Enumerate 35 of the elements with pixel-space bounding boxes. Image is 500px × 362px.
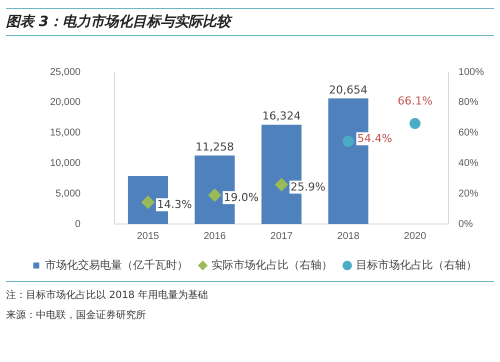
x-tick-label: 2016 — [204, 230, 226, 242]
y2-tick-label: 20% — [458, 188, 479, 200]
data-label: 19.0% — [224, 190, 259, 204]
y2-tick-label: 40% — [458, 158, 479, 169]
text: 注：目标市场化占比以 2018 年用电量为基础 — [6, 288, 209, 302]
y-tick-label: 15,000 — [50, 128, 82, 139]
y2-tick-label: 80% — [458, 97, 479, 108]
data-label: 16,324 — [262, 110, 301, 123]
x-tick-label: 2017 — [270, 230, 294, 242]
y-tick-label: 0 — [75, 218, 82, 230]
point — [275, 178, 288, 192]
legend-label: 目标市场化占比（右轴） — [356, 258, 477, 272]
y-tick-label: 20,000 — [50, 97, 82, 108]
y2-tick-label: 60% — [458, 128, 479, 139]
data-label: 11,258 — [195, 140, 234, 154]
legend-label: 市场化交易电量（亿千瓦时） — [44, 258, 188, 272]
x-tick-label: 2020 — [404, 230, 427, 242]
x-tick-label: 2015 — [136, 230, 160, 242]
chart-title: 图表 3：电力市场化目标与实际比较 — [6, 8, 494, 36]
y-tick-label: 5,000 — [56, 188, 82, 200]
legend-label: 实际市场化占比（右轴） — [211, 258, 332, 272]
data-label: 14.3% — [156, 198, 192, 212]
point — [342, 136, 354, 147]
y2-tick-label: 100% — [458, 66, 484, 78]
point — [208, 188, 222, 202]
data-label: 54.4% — [357, 132, 392, 146]
y-tick-label: 10,000 — [50, 158, 82, 169]
x-tick-label: 2018 — [337, 230, 360, 242]
y2-tick-label: 0% — [458, 218, 473, 230]
data-label: 66.1% — [398, 94, 433, 108]
point — [410, 118, 421, 130]
y-tick-label: 25,000 — [50, 66, 82, 78]
data-label: 25.9% — [290, 180, 326, 194]
data-label: 20,654 — [329, 83, 368, 96]
source-note: 来源：中电联，国金证券研究所 — [6, 308, 147, 322]
